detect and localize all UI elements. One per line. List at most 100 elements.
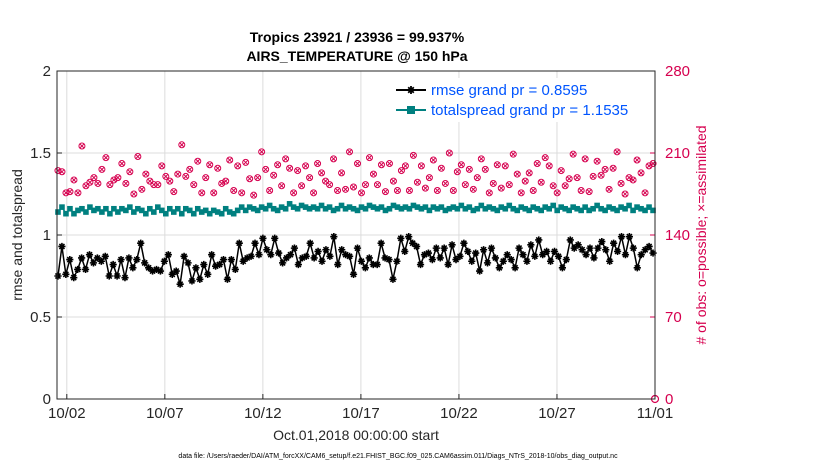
obs-point <box>629 176 637 184</box>
totalspread-point <box>554 207 560 214</box>
obs-assimilated-marker <box>59 169 65 175</box>
rmse-point <box>78 254 86 262</box>
obs-point <box>254 174 262 182</box>
totalspread-point <box>430 204 437 210</box>
obs-possible-marker <box>481 165 489 173</box>
totalspread-point <box>95 205 101 212</box>
obs-point <box>561 182 569 190</box>
totalspread-point <box>282 205 289 212</box>
y-axis-label-right: # of obs: o=possible; ×=assimilated <box>693 125 709 344</box>
obs-assimilated-marker <box>602 166 608 173</box>
totalspread-point <box>422 204 429 210</box>
obs-possible-marker <box>218 179 226 187</box>
rmse-point <box>121 274 129 282</box>
totalspread-point <box>598 205 604 212</box>
rmse-point <box>377 239 385 247</box>
totalspread-point <box>230 210 237 217</box>
obs-possible-marker <box>365 154 373 162</box>
obs-assimilated-marker <box>378 162 385 168</box>
obs-point <box>118 160 126 168</box>
obs-point <box>633 156 641 164</box>
rmse-point <box>519 251 527 259</box>
obs-assimilated-marker <box>290 190 297 196</box>
obs-point <box>569 150 577 158</box>
obs-assimilated-marker <box>199 190 205 196</box>
obs-assimilated-marker <box>274 162 281 168</box>
obs-possible-marker <box>393 186 401 194</box>
rmse-point <box>133 256 141 264</box>
totalspread-point <box>622 205 628 212</box>
obs-possible-marker <box>150 181 158 189</box>
obs-assimilated-marker <box>135 153 141 160</box>
obs-possible-marker <box>154 181 162 189</box>
obs-point <box>314 160 322 168</box>
totalspread-point <box>147 205 153 212</box>
obs-possible-marker <box>541 154 549 162</box>
obs-point <box>509 150 517 158</box>
obs-point <box>389 177 397 185</box>
obs-possible-marker <box>230 186 238 194</box>
obs-assimilated-marker <box>414 179 421 185</box>
obs-possible-marker <box>262 165 270 173</box>
totalspread-point <box>334 205 341 212</box>
obs-assimilated-marker <box>179 142 185 148</box>
obs-possible-marker <box>142 170 150 178</box>
totalspread-point <box>618 204 624 210</box>
obs-assimilated-marker <box>394 187 401 194</box>
rmse-point <box>66 256 74 264</box>
totalspread-point <box>646 204 652 210</box>
totalspread-point <box>354 207 361 214</box>
legend-rmse-star <box>407 86 415 94</box>
obs-possible-marker <box>437 164 445 172</box>
obs-point <box>274 161 282 169</box>
obs-assimilated-marker <box>187 166 193 173</box>
obs-possible-marker <box>573 174 581 182</box>
obs-assimilated-marker <box>119 160 125 167</box>
obs-point <box>194 157 202 165</box>
obs-point <box>162 172 170 180</box>
totalspread-point <box>226 209 233 215</box>
right-axis-ticks: 0 70 140 210 280 <box>650 63 690 408</box>
totalspread-point <box>254 207 261 214</box>
totalspread-point <box>310 204 317 210</box>
obs-assimilated-marker <box>522 178 528 184</box>
obs-assimilated-marker <box>518 190 524 196</box>
obs-assimilated-marker <box>622 191 628 197</box>
obs-assimilated-marker <box>346 149 353 155</box>
obs-point <box>62 189 70 197</box>
obs-point <box>154 181 162 189</box>
rmse-point <box>432 244 440 252</box>
rmse-point <box>436 254 444 262</box>
obs-point <box>485 189 493 197</box>
totalspread-point <box>286 201 293 207</box>
rmse-point <box>401 247 409 255</box>
obs-possible-marker <box>94 179 102 187</box>
obs-possible-marker <box>409 151 417 159</box>
obs-possible-marker <box>178 141 186 149</box>
totalspread-point <box>362 205 369 212</box>
obs-point <box>170 188 178 196</box>
obs-point <box>373 181 381 189</box>
rmse-point <box>444 260 452 269</box>
totalspread-point <box>338 202 345 209</box>
obs-point <box>98 165 106 173</box>
obs-assimilated-marker <box>107 181 113 188</box>
obs-point <box>262 165 270 173</box>
obs-possible-marker <box>358 189 366 197</box>
rmse-point <box>495 264 503 272</box>
obs-point <box>58 168 66 176</box>
totalspread-point <box>63 210 69 217</box>
obs-possible-marker <box>170 188 178 196</box>
obs-assimilated-marker <box>610 165 616 171</box>
totalspread-point <box>542 204 549 210</box>
obs-point <box>86 178 94 186</box>
obs-assimilated-marker <box>139 186 145 192</box>
totalspread-point <box>494 207 501 214</box>
obs-assimilated-marker <box>171 189 177 195</box>
totalspread-point <box>326 204 333 210</box>
totalspread-point <box>302 204 309 210</box>
obs-possible-marker <box>174 170 182 178</box>
obs-point <box>270 171 278 179</box>
obs-possible-marker <box>326 181 334 189</box>
totalspread-point <box>71 210 77 217</box>
